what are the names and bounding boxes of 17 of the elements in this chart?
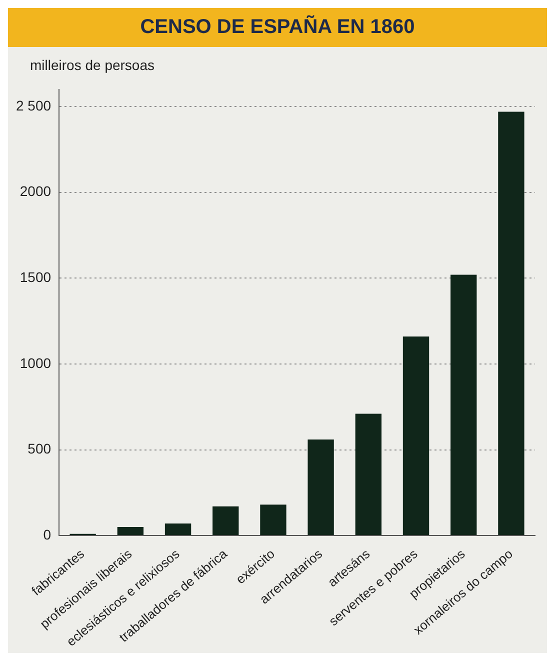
y-tick-label: 500 bbox=[28, 440, 52, 457]
y-tick-label: 0 bbox=[43, 526, 52, 542]
bar bbox=[260, 504, 286, 536]
chart-title: CENSO DE ESPAÑA EN 1860 bbox=[8, 8, 547, 47]
bar bbox=[355, 414, 382, 536]
bar bbox=[308, 439, 334, 536]
y-axis-title: milleiros de persoas bbox=[29, 56, 156, 73]
y-tick-label: 1500 bbox=[20, 269, 52, 286]
bar bbox=[450, 274, 477, 536]
y-tick-label: 1000 bbox=[20, 354, 52, 371]
bar bbox=[402, 336, 430, 536]
y-tick-label: 2 500 bbox=[16, 97, 52, 114]
bar bbox=[212, 506, 239, 536]
bar bbox=[498, 112, 524, 536]
bar bbox=[164, 524, 192, 536]
bar bbox=[117, 526, 144, 536]
y-tick-label: 2000 bbox=[20, 183, 52, 200]
